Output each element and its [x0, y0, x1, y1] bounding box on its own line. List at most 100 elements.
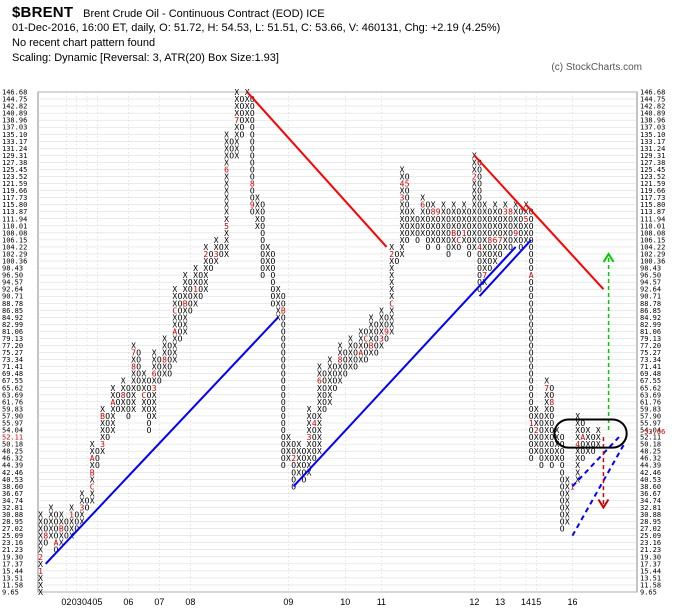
- x-box: X: [565, 482, 570, 491]
- x-box: X: [420, 229, 425, 238]
- o-box: O: [529, 377, 534, 386]
- y-tick-right: 44.39: [640, 462, 661, 470]
- x-box: X: [379, 313, 384, 322]
- x-box: X: [307, 426, 312, 435]
- o-box: O: [126, 384, 131, 393]
- x-box: X: [276, 306, 281, 315]
- o-box: O: [477, 264, 482, 273]
- x-box: X: [482, 264, 487, 273]
- x-box: X: [327, 384, 332, 393]
- x-box: X: [555, 426, 560, 435]
- o-box: O: [477, 194, 482, 203]
- o-box: O: [126, 398, 131, 407]
- o-box: O: [281, 349, 286, 358]
- y-tick-right: 40.53: [640, 476, 661, 484]
- o-box: O: [487, 264, 492, 273]
- o-box: O: [281, 433, 286, 442]
- month-marker: 3: [79, 503, 84, 512]
- x-box: X: [441, 215, 446, 224]
- x-box: X: [534, 447, 539, 456]
- y-tick-right: 61.76: [640, 398, 661, 406]
- o-box: O: [85, 496, 90, 505]
- o-box: O: [405, 194, 410, 203]
- x-box: X: [369, 327, 374, 336]
- x-box: X: [482, 243, 487, 252]
- o-box: O: [250, 130, 255, 139]
- x-box: X: [152, 398, 157, 407]
- o-box: O: [250, 158, 255, 167]
- o-box: O: [353, 349, 358, 358]
- month-marker: 1: [529, 419, 534, 428]
- o-box: O: [591, 433, 596, 442]
- o-box: O: [549, 461, 554, 470]
- o-box: O: [157, 370, 162, 379]
- x-box: X: [172, 349, 177, 358]
- o-box: O: [353, 342, 358, 351]
- highlight-ellipse: [553, 418, 628, 449]
- o-box: O: [518, 215, 523, 224]
- o-box: O: [291, 440, 296, 449]
- o-box: O: [487, 222, 492, 231]
- x-box: X: [100, 426, 105, 435]
- x-box: X: [534, 412, 539, 421]
- y-tick-right: 21.23: [640, 546, 661, 554]
- month-marker: 8: [431, 208, 436, 217]
- o-box: O: [415, 215, 420, 224]
- x-box: X: [544, 433, 549, 442]
- x-tick-label: 14: [521, 597, 531, 607]
- o-box: O: [136, 363, 141, 372]
- pattern-status: No recent chart pattern found: [12, 37, 156, 49]
- o-box: O: [539, 426, 544, 435]
- x-box: X: [224, 180, 229, 189]
- o-box: O: [147, 384, 152, 393]
- y-tick-right: 111.94: [640, 215, 665, 223]
- o-box: O: [178, 313, 183, 322]
- o-box: O: [198, 292, 203, 301]
- x-box: X: [255, 215, 260, 224]
- o-box: O: [560, 482, 565, 491]
- x-box: X: [255, 208, 260, 217]
- o-box: O: [425, 222, 430, 231]
- chart-header: $BRENT Brent Crude Oil - Continuous Cont…: [12, 4, 692, 66]
- symbol-title: $BRENT: [12, 4, 74, 21]
- o-box: O: [529, 215, 534, 224]
- y-tick-right: 123.52: [640, 173, 665, 181]
- x-box: X: [234, 151, 239, 160]
- y-tick-right: 9.65: [640, 589, 657, 597]
- o-box: O: [302, 454, 307, 463]
- o-box: O: [529, 356, 534, 365]
- x-box: X: [286, 440, 291, 449]
- month-marker: 3: [214, 250, 219, 259]
- o-box: O: [477, 208, 482, 217]
- o-box: O: [363, 349, 368, 358]
- x-tick-label: 09: [283, 597, 293, 607]
- month-marker: 5: [224, 222, 229, 231]
- x-box: X: [317, 433, 322, 442]
- x-box: X: [596, 440, 601, 449]
- y-tick-right: 28.95: [640, 518, 661, 526]
- x-box: X: [48, 532, 53, 541]
- o-box: O: [188, 285, 193, 294]
- o-box: O: [539, 440, 544, 449]
- x-box: X: [79, 511, 84, 520]
- o-box: O: [446, 229, 451, 238]
- o-box: O: [312, 447, 317, 456]
- month-marker: 2: [38, 553, 43, 562]
- o-box: O: [147, 419, 152, 428]
- x-box: X: [327, 398, 332, 407]
- o-box: O: [209, 250, 214, 259]
- o-box: O: [105, 426, 110, 435]
- o-box: O: [147, 391, 152, 400]
- x-box: X: [513, 201, 518, 210]
- resistance-trend-line: [525, 204, 605, 290]
- y-tick-left: 44.39: [2, 462, 23, 470]
- month-marker: 1: [38, 567, 43, 576]
- x-box: X: [565, 518, 570, 527]
- o-box: O: [580, 454, 585, 463]
- month-marker: B: [100, 412, 105, 421]
- o-box: O: [405, 229, 410, 238]
- y-tick-left: 96.50: [2, 272, 23, 280]
- month-marker: 6: [152, 370, 157, 379]
- month-marker: 3: [400, 194, 405, 203]
